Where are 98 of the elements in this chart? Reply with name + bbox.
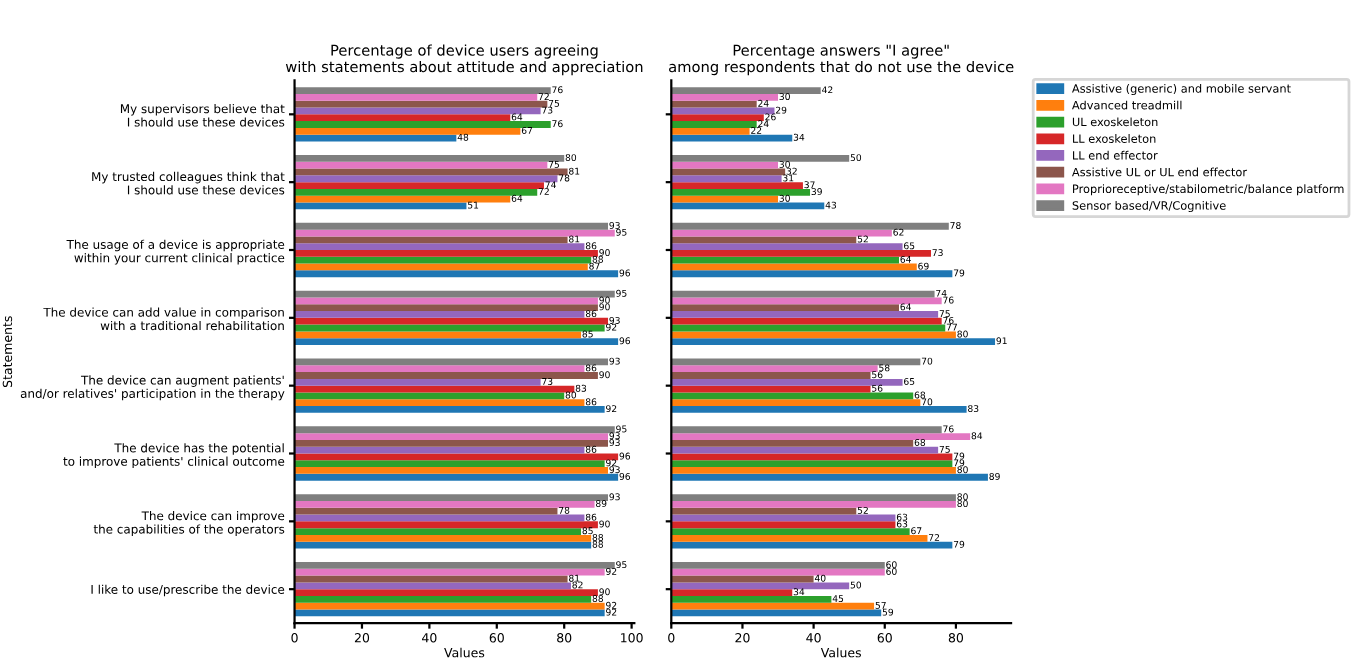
- bar: [294, 256, 592, 264]
- bar: [294, 297, 598, 305]
- bar: [294, 473, 619, 481]
- bar: [294, 311, 585, 318]
- bar: [294, 406, 605, 413]
- bar: [294, 175, 558, 183]
- bar: [294, 507, 558, 515]
- bar: [294, 188, 538, 196]
- bar: [294, 317, 609, 325]
- bar: [294, 100, 548, 108]
- bar: [294, 500, 595, 508]
- bar: [671, 521, 896, 529]
- bar: [294, 236, 568, 244]
- bar: [671, 114, 764, 122]
- bar: [671, 595, 832, 603]
- bar: [671, 439, 914, 447]
- bar: [671, 161, 779, 169]
- bar: [671, 87, 821, 94]
- bar: [671, 534, 928, 542]
- bar: [294, 521, 598, 529]
- bar: [294, 331, 582, 339]
- bar: [671, 378, 903, 386]
- bar: [294, 589, 598, 596]
- bar: [294, 161, 548, 169]
- bar: [671, 365, 878, 373]
- bar: [294, 582, 571, 590]
- bar: [294, 249, 598, 257]
- bar: [671, 507, 857, 515]
- bar: [294, 87, 551, 94]
- bar: [294, 433, 609, 440]
- bar: [294, 270, 619, 278]
- bar: [671, 256, 899, 264]
- bar: [671, 582, 850, 590]
- bar: [294, 195, 511, 203]
- bar: [294, 494, 609, 501]
- bar: [671, 243, 903, 250]
- bar: [294, 439, 609, 447]
- bar: [671, 562, 885, 569]
- bar: [671, 155, 850, 162]
- bar: [671, 460, 953, 468]
- bar: [671, 399, 921, 407]
- bar: [671, 311, 939, 318]
- bar: [294, 562, 615, 569]
- bar: [671, 589, 793, 596]
- bar: [294, 93, 538, 101]
- bar: [671, 188, 811, 196]
- bar: [294, 595, 592, 603]
- bar: [294, 426, 615, 434]
- bar: [671, 473, 988, 481]
- bar: [294, 378, 541, 386]
- bar: [294, 446, 585, 454]
- bar: [671, 528, 910, 535]
- bar: [671, 372, 871, 379]
- bar: [671, 297, 942, 305]
- bar: [671, 317, 942, 325]
- bar: [671, 467, 956, 474]
- bar: [294, 460, 605, 468]
- bar: [294, 243, 585, 250]
- bar: [671, 426, 942, 434]
- bar: [294, 392, 565, 400]
- bar: [671, 494, 956, 501]
- bar: [294, 602, 605, 610]
- bar: [294, 399, 585, 407]
- bar: [671, 392, 914, 400]
- bar: [294, 222, 609, 230]
- bar: [294, 568, 605, 576]
- bar: [294, 534, 592, 542]
- bar: [671, 338, 996, 345]
- bar: [671, 93, 779, 101]
- bar: [671, 100, 757, 108]
- bar: [671, 602, 875, 610]
- bar: [671, 175, 782, 183]
- bar: [294, 467, 609, 474]
- bar: [671, 236, 857, 244]
- bar: [671, 331, 956, 339]
- bar: [294, 372, 598, 379]
- bar: [294, 304, 598, 312]
- bar: [294, 528, 582, 535]
- bar: [671, 500, 956, 508]
- bar: [671, 270, 953, 278]
- bar: [294, 155, 565, 162]
- bar: [671, 433, 971, 440]
- bar: [671, 304, 899, 312]
- bar: [671, 182, 803, 189]
- bar: [671, 249, 932, 257]
- bar: [671, 446, 939, 454]
- bar: [294, 338, 619, 345]
- bar: [294, 182, 544, 189]
- bar: [671, 127, 750, 135]
- bar: [671, 568, 885, 576]
- bar: [294, 365, 585, 373]
- bar: [671, 222, 949, 230]
- bar: [294, 127, 521, 135]
- bar: [671, 121, 757, 128]
- bar: [671, 195, 779, 203]
- bar: [294, 114, 511, 122]
- bar: [294, 121, 551, 128]
- bar: [671, 406, 967, 413]
